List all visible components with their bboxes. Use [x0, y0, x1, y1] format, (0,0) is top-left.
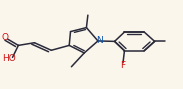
Text: HO: HO	[2, 54, 16, 63]
Text: O: O	[1, 33, 8, 42]
Text: N: N	[96, 36, 103, 45]
Text: F: F	[120, 61, 126, 70]
